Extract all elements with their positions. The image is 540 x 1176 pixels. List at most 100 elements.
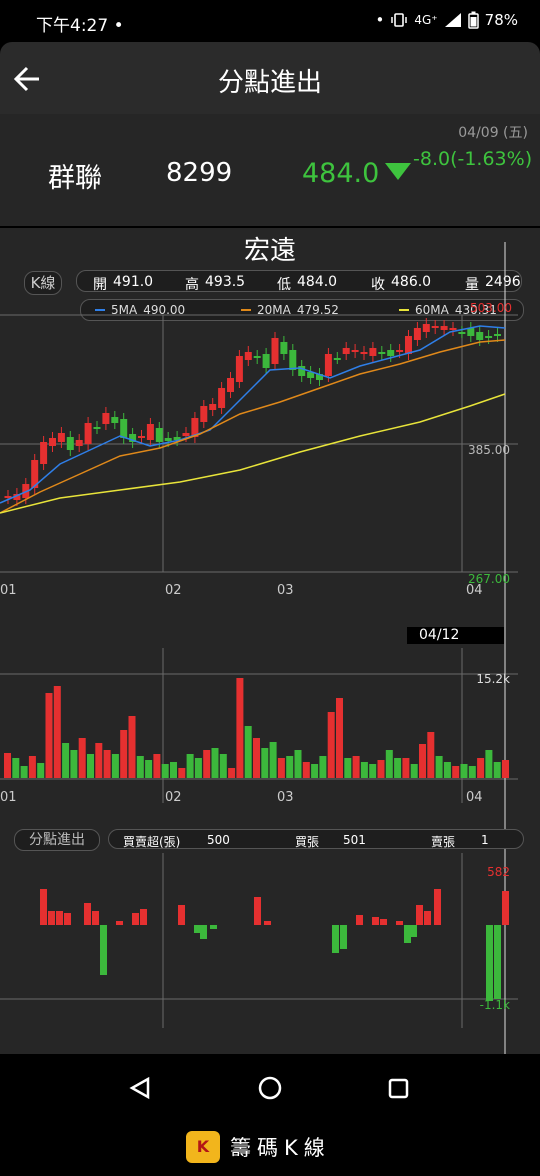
- candle-body: [75, 440, 83, 446]
- volume-bar: [153, 754, 161, 778]
- ma60-line: [0, 393, 506, 514]
- indicator-bar: [254, 897, 261, 925]
- volume-bar: [502, 760, 509, 778]
- volume-bar: [211, 748, 219, 778]
- notification-dot: •: [113, 16, 124, 36]
- volume-bar: [103, 750, 111, 778]
- ma60-label: 60MA: [415, 303, 449, 317]
- signal-icon: [444, 13, 461, 27]
- month-label: 02: [165, 583, 182, 598]
- volume-bar: [45, 693, 53, 778]
- vol-label: 量: [465, 277, 479, 293]
- volume-bar: [37, 763, 45, 778]
- indicator-bar: [494, 925, 501, 999]
- indicator-bar: [194, 925, 201, 933]
- indicator-bar: [380, 919, 387, 925]
- volume-bar: [477, 758, 485, 778]
- indicator-bar: [416, 905, 423, 925]
- volume-bar: [244, 726, 252, 778]
- close-value: 486.0: [391, 274, 432, 290]
- indicator-bar: [340, 925, 347, 949]
- back-button[interactable]: [10, 56, 50, 96]
- stock-quote[interactable]: 04/09 (五) 群聯 8299 484.0 -8.0(-1.63%): [0, 114, 540, 226]
- candle-body: [476, 332, 484, 340]
- indicator-bar: [264, 921, 271, 925]
- ma5-legend: 5MA 490.00: [95, 303, 185, 317]
- volume-bar: [294, 750, 302, 778]
- k-line-tab[interactable]: K線: [24, 271, 62, 295]
- volume-bar: [161, 764, 169, 778]
- indicator-values: 買賣超(張) 500 買張 501 賣張 1: [108, 829, 524, 849]
- high-label: 高: [185, 277, 199, 293]
- ma5-line: [0, 325, 506, 504]
- nav-recents-icon[interactable]: [388, 1078, 409, 1099]
- volume-bar: [302, 762, 310, 778]
- chart-area[interactable]: 宏遠 K線 開 491.0 高 493.5 低 484.0 收 486.0 量 …: [0, 228, 540, 1054]
- candle-body: [316, 374, 323, 380]
- ma5-value: 490.00: [143, 303, 186, 317]
- ma20-value: 479.52: [296, 303, 339, 317]
- volume-bar: [136, 756, 144, 778]
- candle-body: [280, 342, 288, 354]
- candle-body: [66, 437, 74, 450]
- indicator-bar: [64, 913, 71, 925]
- indicator-bar: [396, 921, 403, 925]
- volume-bar: [12, 758, 20, 778]
- candle-body: [378, 352, 386, 354]
- volume-bar: [28, 756, 36, 778]
- volume-bar: [4, 753, 11, 778]
- indicator-tab[interactable]: 分點進出: [14, 829, 100, 851]
- volume-bar: [194, 758, 202, 778]
- candle-body: [271, 338, 279, 364]
- close-label: 收: [371, 277, 385, 293]
- vol-value: 2496: [485, 274, 521, 290]
- candle-body: [422, 324, 430, 332]
- alarm-dot-icon: •: [375, 11, 385, 29]
- volume-bar: [95, 743, 103, 778]
- volume-bar: [377, 760, 385, 778]
- candle-body: [120, 419, 128, 438]
- volume-bar: [186, 754, 194, 778]
- price-axis-top: 503.00: [470, 301, 512, 315]
- volume-bar: [62, 743, 70, 778]
- candle-body: [146, 424, 154, 440]
- candle-body: [209, 404, 217, 410]
- volume-bar: [53, 686, 61, 778]
- volume-bar: [402, 758, 410, 778]
- volume-bar: [360, 762, 368, 778]
- brand-logo: K: [186, 1131, 220, 1163]
- indicator-bar: [200, 925, 207, 939]
- indicator-bar: [100, 925, 107, 975]
- nav-back-icon[interactable]: [129, 1076, 150, 1100]
- volume-bar: [327, 712, 335, 778]
- candle-body: [449, 328, 457, 330]
- candle-body: [173, 437, 181, 440]
- candle-body: [440, 326, 448, 330]
- ma5-label: 5MA: [111, 303, 138, 317]
- low-label: 低: [277, 277, 291, 293]
- volume-bar: [443, 762, 451, 778]
- sell-label: 賣張: [431, 835, 456, 849]
- indicator-bar: [56, 911, 63, 925]
- volume-bar: [277, 758, 285, 778]
- indicator-bar: [132, 913, 139, 925]
- volume-bar: [352, 756, 360, 778]
- volume-bar: [128, 716, 136, 778]
- volume-bar: [452, 766, 460, 778]
- clock: 下午4:27: [36, 16, 109, 36]
- candle-body: [13, 494, 21, 500]
- nav-home-icon[interactable]: [258, 1076, 282, 1100]
- candle-body: [342, 348, 350, 354]
- indicator-bar: [140, 909, 147, 925]
- buy-label: 買張: [295, 835, 320, 849]
- candle-body: [40, 442, 48, 464]
- ma60-swatch: [399, 309, 409, 311]
- candle-body: [138, 436, 145, 438]
- volume-bar: [460, 764, 468, 778]
- sell-value: 1: [481, 833, 489, 847]
- down-triangle-icon: [385, 163, 411, 180]
- price-chart-svg[interactable]: 503.00 385.00 267.00 01 02 03 04 01 02 03 04 15.2k 5…: [0, 228, 540, 1054]
- ohlc-box: 開 491.0 高 493.5 低 484.0 收 486.0 量 2496: [76, 270, 522, 293]
- candle-body: [289, 350, 297, 370]
